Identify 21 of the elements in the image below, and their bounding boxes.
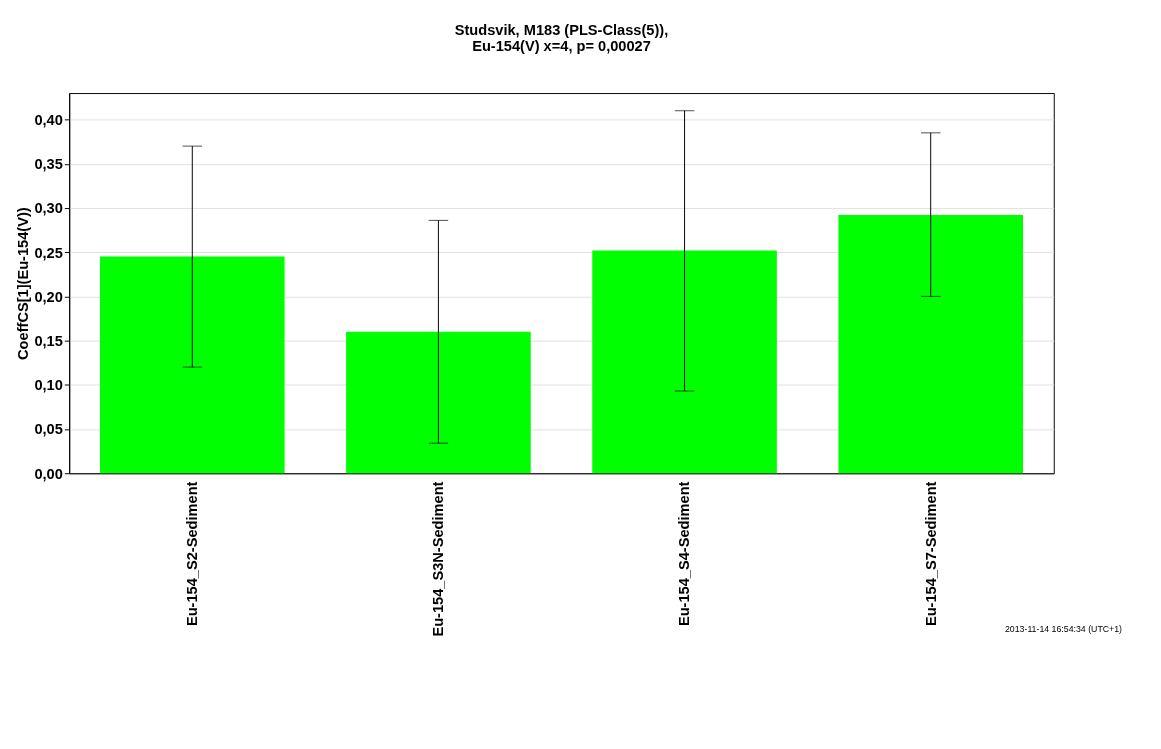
y-tick-label: 0,15	[34, 332, 63, 349]
x-tick-label: Eu-154_S3N-Sediment	[430, 481, 447, 637]
y-tick-label: 0,05	[34, 421, 63, 438]
y-tick-label: 0,25	[34, 244, 63, 261]
bar	[99, 256, 285, 474]
bar	[346, 331, 531, 474]
x-tick-label: Eu-154_S4-Sediment	[676, 481, 693, 627]
text: Studsvik, M183 (PLS-Class(5)),	[454, 21, 669, 38]
y-axis-title: CoeffCS[1](Eu-154(V))	[14, 207, 31, 360]
x-tick-label: Eu-154_S7-Sediment	[922, 481, 939, 627]
y-tick-label: 0,10	[34, 377, 63, 394]
x-tick-label: Eu-154_S2-Sediment	[184, 481, 201, 627]
y-tick-label: 0,40	[34, 111, 63, 128]
y-tick-label: 0,20	[34, 288, 63, 305]
bar	[838, 215, 1023, 474]
y-tick-label: 0,00	[34, 465, 63, 482]
text: 2013-11-14 16:54:34 (UTC+1)	[1004, 624, 1123, 635]
y-tick-label: 0,35	[34, 156, 63, 173]
bar	[592, 250, 777, 474]
text: Eu-154(V) x=4, p= 0,00027	[472, 38, 651, 55]
y-tick-label: 0,30	[34, 200, 63, 217]
